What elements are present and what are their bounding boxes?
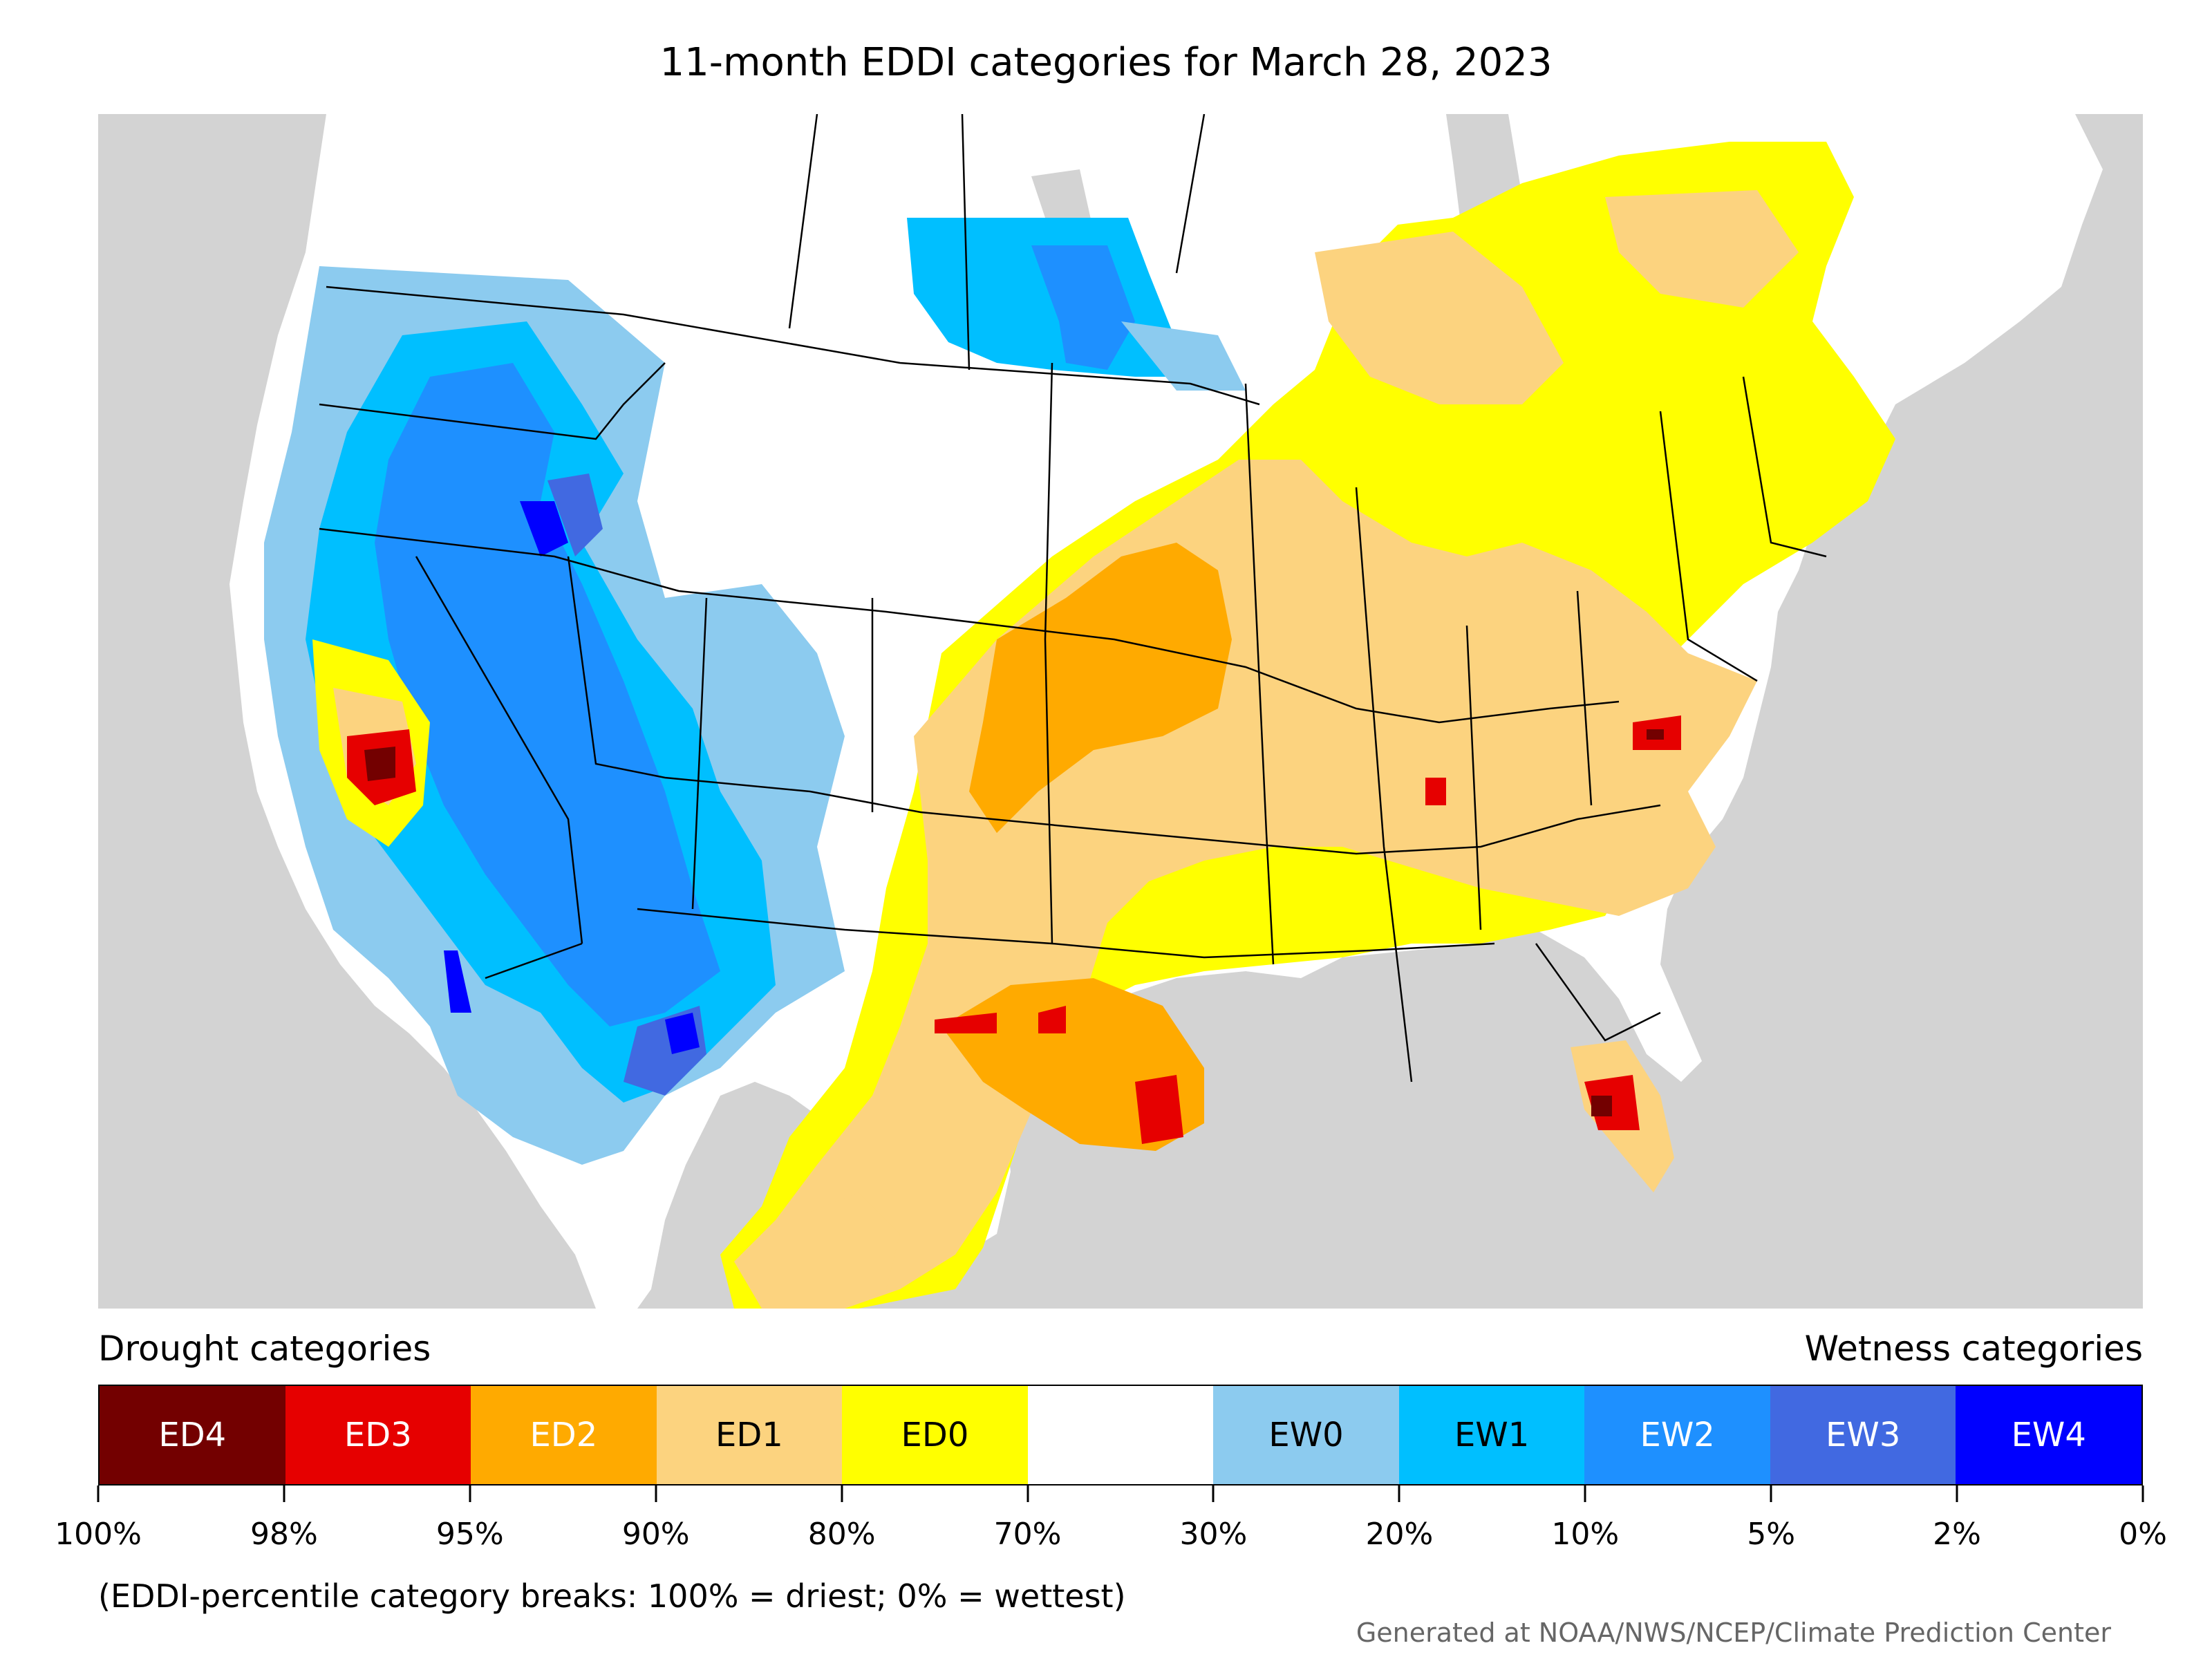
legend-tick-label: 100% [55, 1517, 142, 1552]
legend-tick-label: 70% [993, 1517, 1062, 1552]
ed3-region-kentucky [1425, 778, 1446, 805]
legend-tick-label: 30% [1179, 1517, 1248, 1552]
ew2-region-north [1031, 245, 1135, 370]
legend-tick [1212, 1485, 1215, 1502]
legend-tick-label: 0% [2119, 1517, 2167, 1552]
legend-swatch-ew4: EW4 [1956, 1386, 2142, 1484]
legend-tick-label: 10% [1551, 1517, 1620, 1552]
eddi-map [98, 114, 2143, 1309]
map-title: 11-month EDDI categories for March 28, 2… [659, 40, 1553, 85]
legend-swatch-ed4: ED4 [100, 1386, 285, 1484]
legend-tick-label: 20% [1365, 1517, 1434, 1552]
ed1-region-central [734, 460, 1757, 1309]
legend-swatch-ew2: EW2 [1584, 1386, 1770, 1484]
legend-tick [469, 1485, 471, 1502]
legend-tick [655, 1485, 657, 1502]
legend-swatch-normal [1027, 1386, 1214, 1484]
legend-swatch-ew0: EW0 [1213, 1386, 1399, 1484]
ew2-region-west [375, 363, 720, 1027]
legend-note: (EDDI-percentile category breaks: 100% =… [98, 1577, 1126, 1615]
legend-tick [97, 1485, 100, 1502]
legend-tick-labels: 100% 98% 95% 90% 80% 70% 30% 20% 10% 5% 2% 0% [55, 1517, 2167, 1558]
ed1-region-southwest [789, 1192, 900, 1303]
ed4-region-virginia [1647, 729, 1664, 740]
legend-tick [1027, 1485, 1029, 1502]
legend-tick [1584, 1485, 1586, 1502]
legend-tick [283, 1485, 285, 1502]
ed4-region-california [364, 747, 395, 781]
legend-swatch-ew1: EW1 [1398, 1386, 1585, 1484]
credit-line: Generated at NOAA/NWS/NCEP/Climate Predi… [1356, 1618, 2111, 1648]
state-borders [319, 114, 1827, 1082]
legend-tick [2141, 1485, 2144, 1502]
legend-tick [1398, 1485, 1400, 1502]
legend-ticks [97, 1485, 2144, 1506]
drought-heading: Drought categories [98, 1329, 431, 1369]
legend-tick [841, 1485, 843, 1502]
legend-tick-label: 98% [250, 1517, 318, 1552]
legend-tick-label: 80% [807, 1517, 876, 1552]
ew0-region-north [1121, 321, 1246, 391]
wetness-heading: Wetness categories [1804, 1329, 2143, 1369]
legend-tick-label: 2% [1933, 1517, 1981, 1552]
legend-swatch-ed3: ED3 [285, 1386, 471, 1484]
legend-swatch-ed0: ED0 [842, 1386, 1028, 1484]
ed1-region-canada [1315, 190, 1799, 404]
legend-tick [1956, 1485, 1958, 1502]
legend-tick-label: 5% [1747, 1517, 1796, 1552]
legend-tick [1770, 1485, 1772, 1502]
legend-swatch-ed1: ED1 [656, 1386, 843, 1484]
ed2-region-plains [969, 543, 1232, 833]
legend-tick-label: 95% [435, 1517, 504, 1552]
ed3-region-texas [935, 1006, 1183, 1144]
ed4-region-florida [1591, 1096, 1612, 1116]
legend-swatch-ed2: ED2 [471, 1386, 657, 1484]
legend-tick-label: 90% [621, 1517, 690, 1552]
legend-swatch-ew3: EW3 [1770, 1386, 1956, 1484]
legend-colorbar: ED4 ED3 ED2 ED1 ED0 EW0 EW1 EW2 EW3 EW4 [98, 1385, 2143, 1485]
